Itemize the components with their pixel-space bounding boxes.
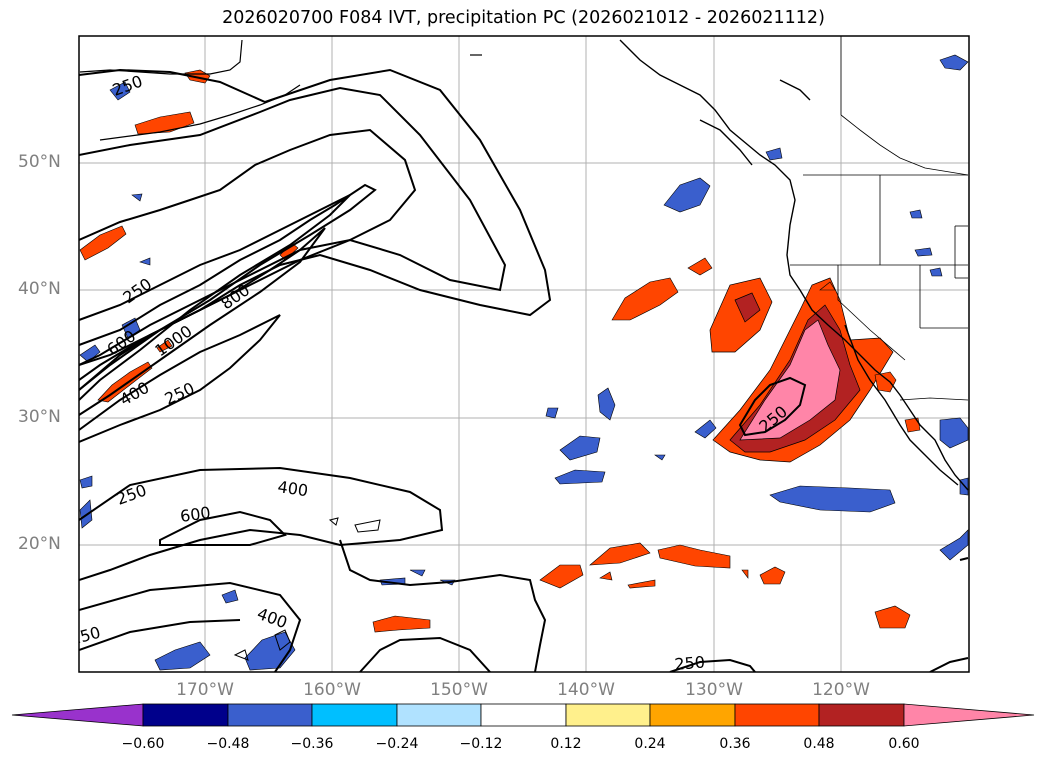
contour-label: 250 [68, 623, 102, 649]
colorbar-segment [311, 703, 398, 727]
precip-blue-patches [79, 54, 969, 671]
ivt-contours [79, 68, 969, 672]
colorbar-tick: 0.60 [888, 736, 920, 752]
lon-label-170w: 170°W [176, 680, 234, 700]
colorbar-tick: −0.60 [121, 736, 165, 752]
colorbar-segment [142, 703, 229, 727]
colorbar-high-extension [903, 703, 1035, 727]
colorbar-tick: 0.12 [550, 736, 582, 752]
colorbar-tick: 0.36 [719, 736, 751, 752]
colorbar-tick: −0.12 [459, 736, 503, 752]
contour-label: 600 [179, 503, 212, 526]
contour-label: 250 [114, 480, 149, 508]
colorbar-segment [227, 703, 313, 727]
precip-socal [709, 277, 894, 463]
contour-label: 400 [276, 477, 309, 500]
lon-label-140w: 140°W [557, 680, 615, 700]
colorbar-segment [396, 703, 482, 727]
lat-label-20n: 20°N [18, 534, 61, 554]
contour-label: 250 [110, 71, 145, 99]
small-islands [233, 517, 381, 661]
lon-label-120w: 120°W [812, 680, 870, 700]
map-content: 250 250 600 1000 800 400 250 250 400 600… [68, 36, 969, 674]
colorbar-tick: −0.48 [206, 736, 250, 752]
boundaries [790, 36, 969, 401]
lat-label-50n: 50°N [18, 152, 61, 172]
coastline-north-america [619, 39, 969, 491]
colorbar [11, 703, 1035, 727]
contour-label: 250 [162, 378, 198, 408]
colorbar-segment [734, 703, 820, 727]
contour-label: 400 [255, 604, 290, 632]
precip-red-patches [79, 69, 921, 633]
colorbar-segment [818, 703, 905, 727]
lat-label-40n: 40°N [18, 279, 61, 299]
lon-label-150w: 150°W [430, 680, 488, 700]
lon-label-130w: 130°W [685, 680, 743, 700]
colorbar-segment [649, 703, 736, 727]
colorbar-tick: −0.24 [375, 736, 419, 752]
lat-label-30n: 30°N [18, 407, 61, 427]
colorbar-segment [480, 703, 567, 727]
colorbar-tick: 0.48 [803, 736, 835, 752]
map-title: 2026020700 F084 IVT, precipitation PC (2… [222, 8, 825, 28]
colorbar-segment [565, 703, 651, 727]
map-frame [78, 35, 970, 673]
contour-label: 250 [674, 652, 706, 674]
colorbar-tick: 0.24 [634, 736, 666, 752]
lon-label-160w: 160°W [303, 680, 361, 700]
colorbar-tick: −0.36 [290, 736, 334, 752]
colorbar-low-extension [11, 703, 144, 727]
contour-label: 1000 [151, 321, 195, 360]
